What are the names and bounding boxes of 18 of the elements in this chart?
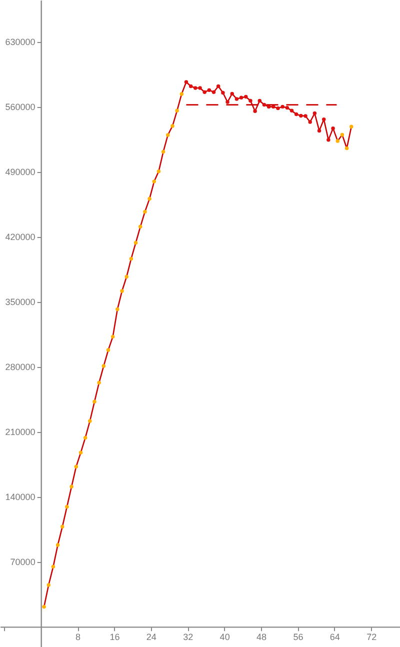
y-tick-label: 490000 — [5, 167, 36, 178]
x-tick-label: 72 — [366, 632, 377, 642]
x-tick-label: 8 — [76, 632, 81, 642]
y-tick-label: 280000 — [5, 362, 36, 372]
x-tick-label: 24 — [146, 632, 156, 642]
x-tick-label: 64 — [330, 632, 340, 642]
y-tick-label: 140000 — [5, 492, 36, 502]
x-tick-label: 48 — [256, 632, 267, 642]
y-tick-label: 70000 — [10, 557, 36, 568]
y-tick-label: 210000 — [5, 427, 36, 438]
x-tick-label: 56 — [293, 632, 304, 642]
y-tick-label: 630000 — [5, 37, 36, 48]
x-tick-label: 40 — [220, 632, 230, 642]
y-tick-label: 420000 — [5, 232, 36, 242]
y-tick-label: 560000 — [5, 102, 36, 112]
x-tick-label: 32 — [183, 632, 194, 642]
y-tick-label: 350000 — [5, 297, 36, 308]
x-tick-label: 16 — [110, 632, 120, 642]
